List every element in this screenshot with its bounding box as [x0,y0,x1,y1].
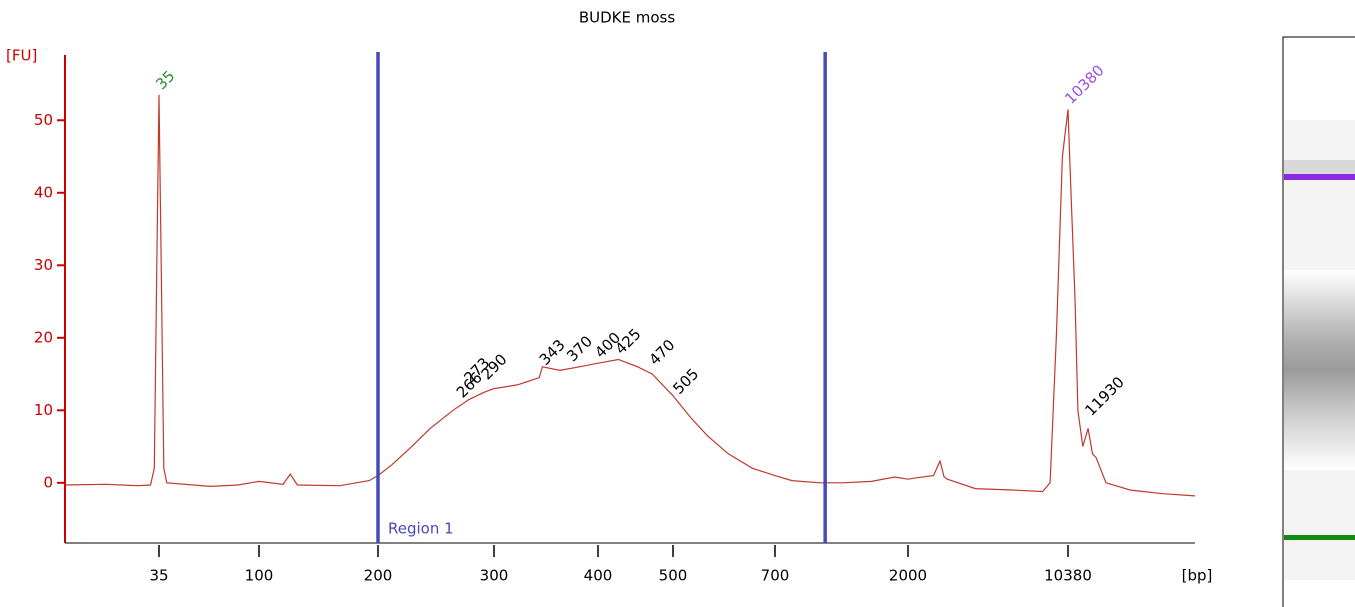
peak-label: 470 [645,336,678,369]
peak-label: 11930 [1081,373,1127,419]
x-tick-label: 500 [659,567,688,585]
x-tick-label: 10380 [1044,567,1092,585]
peak-label: 425 [612,325,645,358]
y-tick-label: 30 [34,256,53,274]
gel-smear [1284,270,1355,470]
peak-label: 505 [669,365,702,398]
trace [64,94,1196,497]
x-tick-label: 35 [149,567,168,585]
x-tick-label: 100 [245,567,274,585]
y-tick-label: 50 [34,111,53,129]
x-tick-label: 200 [364,567,393,585]
gel-band-upper [1284,174,1355,180]
gel-band-lower [1284,535,1355,540]
x-tick-label: 700 [761,567,790,585]
x-tick-label: 400 [584,567,613,585]
chart-title: BUDKE moss [579,9,676,27]
y-axis-label: [FU] [6,47,37,65]
x-tick-label: 300 [480,567,509,585]
y-tick-label: 40 [34,183,53,201]
region-label: Region 1 [388,520,454,538]
x-tick-label: 2000 [889,567,927,585]
y-tick-label: 10 [34,401,53,419]
gel-lane [1282,36,1355,607]
peak-label: 10380 [1061,61,1107,107]
y-tick-label: 0 [43,473,53,491]
y-tick-label: 20 [34,328,53,346]
gel-shadow [1284,160,1355,174]
peak-label: 35 [152,67,178,93]
x-axis-label: [bp] [1182,567,1213,585]
